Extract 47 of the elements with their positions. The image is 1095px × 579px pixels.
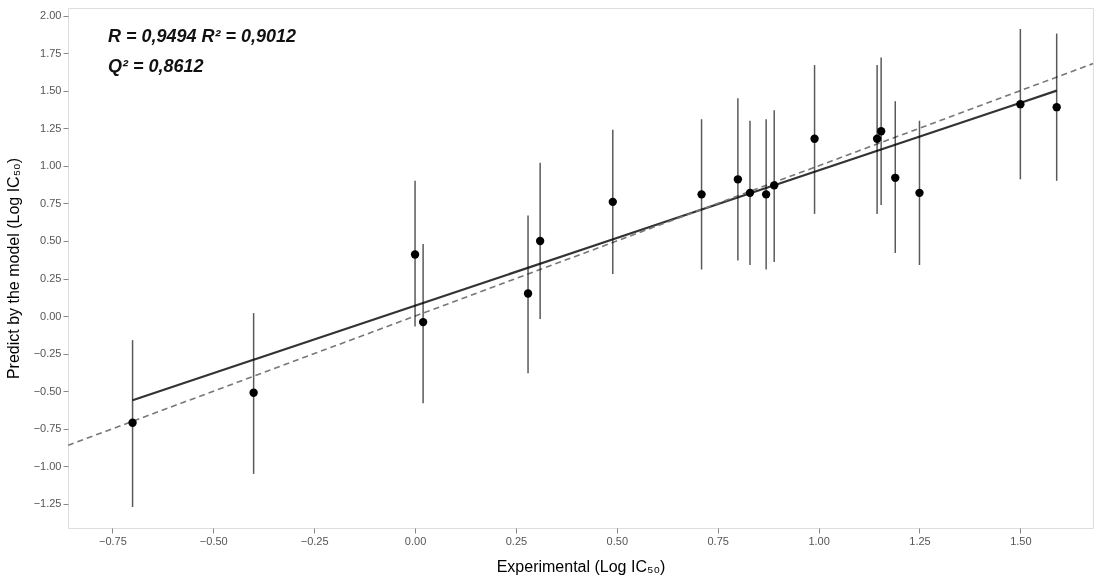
point <box>770 181 779 190</box>
point <box>1052 103 1061 112</box>
point <box>745 188 755 198</box>
x-tick-label: 1.00 <box>808 534 830 547</box>
y-tick-label: 1.75 <box>40 46 62 59</box>
y-axis-title: Predict by the model (Log IC₅₀) <box>4 157 22 380</box>
point <box>697 190 706 199</box>
y-tick-label: 0.50 <box>40 234 62 247</box>
point <box>761 190 771 199</box>
annotation: R = 0,9494 R² = 0,9012 <box>108 26 297 46</box>
y-tick-label: −0.50 <box>33 384 62 397</box>
y-tick-label: −0.75 <box>33 422 62 435</box>
x-tick-label: 1.25 <box>909 534 931 547</box>
y-tick-label: −1.25 <box>33 497 62 510</box>
y-tick-label: −1.00 <box>33 459 62 472</box>
y-tick-label: 1.50 <box>40 84 62 97</box>
point <box>733 175 743 184</box>
annotation: Q² = 0,8612 <box>108 56 204 76</box>
y-tick-label: 1.00 <box>40 159 62 172</box>
y-tick-label: 1.25 <box>40 121 62 134</box>
x-tick-label: −0.50 <box>199 534 228 547</box>
x-tick-label: 1.50 <box>1010 534 1032 547</box>
point <box>523 289 533 298</box>
y-tick-label: −0.25 <box>33 347 62 360</box>
y-tick-label: 0.25 <box>40 272 62 285</box>
point <box>810 134 819 143</box>
x-tick-label: 0.25 <box>505 534 528 547</box>
point <box>872 134 882 143</box>
point <box>535 236 545 246</box>
y-tick-label: 0.75 <box>40 196 62 209</box>
x-tick-label: 0.75 <box>707 534 729 547</box>
point <box>915 188 924 198</box>
x-tick-label: 0.50 <box>606 534 629 547</box>
point <box>418 317 428 327</box>
point <box>1016 100 1025 109</box>
point <box>410 250 420 259</box>
point <box>876 127 886 136</box>
point <box>891 173 900 182</box>
x-tick-label: −0.75 <box>98 534 127 547</box>
y-tick-label: 0.00 <box>40 309 62 322</box>
x-tick-label: −0.25 <box>300 534 329 547</box>
point <box>608 197 617 207</box>
y-tick-label: 2.00 <box>40 9 62 22</box>
point <box>249 388 258 397</box>
point <box>128 418 137 427</box>
x-tick-label: 0.00 <box>404 534 427 547</box>
x-axis-title: Experimental (Log IC₅₀) <box>496 557 666 575</box>
